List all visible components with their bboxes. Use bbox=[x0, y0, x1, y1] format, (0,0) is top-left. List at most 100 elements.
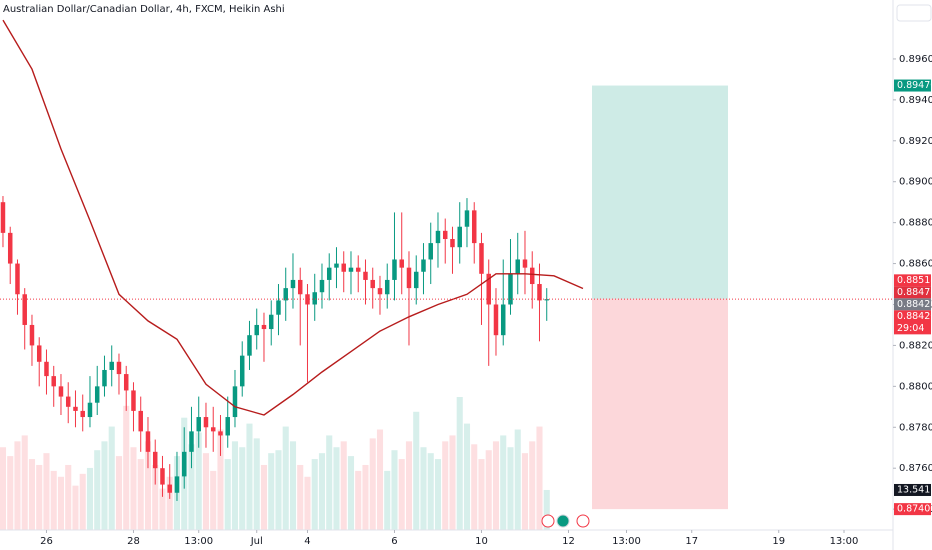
candle-body bbox=[508, 273, 513, 305]
candle-body bbox=[36, 345, 42, 362]
loss-zone bbox=[592, 298, 728, 510]
candle-body bbox=[442, 230, 448, 240]
volume-bar bbox=[137, 459, 144, 530]
candle-body bbox=[247, 335, 252, 356]
candle-body bbox=[51, 376, 56, 387]
volume-bar bbox=[14, 441, 21, 530]
event-icon[interactable] bbox=[541, 514, 555, 528]
volume-bar bbox=[311, 459, 318, 530]
price-badge bbox=[894, 286, 931, 299]
volume-bar bbox=[86, 467, 94, 530]
price-badge bbox=[894, 503, 931, 516]
volume-bar bbox=[340, 441, 347, 530]
candle-body bbox=[413, 271, 419, 289]
volume-bar bbox=[355, 470, 362, 530]
volume-bar bbox=[485, 450, 492, 530]
volume-bar bbox=[224, 459, 231, 530]
x-tick-label: 13:00 bbox=[830, 536, 859, 547]
volume-bar bbox=[239, 447, 246, 530]
event-icon[interactable] bbox=[576, 514, 590, 528]
candle-body bbox=[58, 386, 64, 397]
event-icons[interactable] bbox=[541, 514, 590, 528]
candle-body bbox=[174, 476, 180, 493]
candle-body bbox=[544, 299, 549, 301]
candle-body bbox=[370, 279, 375, 289]
volume-bar bbox=[289, 441, 297, 530]
price-badge-label: 0.88426 bbox=[897, 311, 932, 322]
candle-body bbox=[189, 431, 194, 452]
volume-bar bbox=[130, 447, 137, 530]
volume-bar bbox=[456, 397, 463, 530]
volume-bar bbox=[304, 476, 311, 530]
volume-bar bbox=[57, 476, 65, 530]
candle-body bbox=[0, 202, 6, 233]
volume-bar bbox=[318, 453, 326, 530]
volume-bar bbox=[398, 459, 405, 530]
chart-title: Australian Dollar/Canadian Dollar, 4h, F… bbox=[3, 4, 285, 15]
candle-body bbox=[73, 406, 78, 411]
volume-bar bbox=[442, 441, 449, 530]
candle-body bbox=[384, 279, 390, 295]
volume-bar bbox=[282, 426, 289, 530]
candle-body bbox=[152, 451, 158, 469]
candle-body bbox=[392, 259, 397, 280]
x-tick-label: 13:00 bbox=[184, 536, 213, 547]
candle-body bbox=[450, 239, 455, 248]
candle-body bbox=[131, 390, 136, 411]
candle-body bbox=[297, 279, 303, 295]
candle-body bbox=[7, 232, 13, 264]
position-tool[interactable] bbox=[592, 85, 728, 510]
candle-body bbox=[109, 361, 114, 370]
event-icon[interactable] bbox=[556, 514, 570, 528]
candle-body bbox=[80, 410, 85, 418]
candle-body bbox=[261, 324, 267, 330]
candle-body bbox=[232, 386, 238, 418]
volume-bar bbox=[210, 470, 217, 530]
candle-body bbox=[471, 210, 477, 244]
candle-body bbox=[515, 259, 520, 274]
volume-bar bbox=[260, 464, 268, 530]
volume-bar bbox=[514, 429, 521, 530]
x-tick-label: 13:00 bbox=[612, 536, 641, 547]
axis-settings[interactable] bbox=[896, 4, 932, 22]
candle-body bbox=[268, 314, 274, 330]
volume-bar bbox=[115, 456, 123, 530]
candle-body bbox=[218, 431, 223, 436]
countdown-label: 29:04 bbox=[897, 323, 924, 334]
candle-body bbox=[355, 267, 361, 272]
candle-body bbox=[123, 374, 129, 391]
volume-bar bbox=[7, 456, 14, 530]
volume-bar bbox=[413, 411, 420, 530]
candle-body bbox=[464, 210, 470, 227]
volume-bar bbox=[326, 435, 333, 530]
volume-bar bbox=[188, 444, 195, 530]
candle-body bbox=[116, 361, 122, 375]
volume-bar bbox=[333, 447, 340, 530]
volume-bar bbox=[159, 488, 166, 530]
volume-bar bbox=[471, 444, 478, 530]
volume-badge bbox=[894, 483, 931, 496]
volume-bar bbox=[195, 432, 202, 530]
x-tick-label: 19 bbox=[772, 536, 785, 547]
volume-bar bbox=[347, 456, 355, 530]
candle-body bbox=[428, 243, 433, 260]
volume-bar bbox=[297, 464, 304, 530]
price-pane bbox=[0, 19, 893, 501]
candle-body bbox=[406, 267, 412, 289]
candle-body bbox=[87, 402, 93, 418]
candle-body bbox=[312, 292, 317, 305]
volume-bar bbox=[72, 485, 79, 530]
volume-badge-label: 13.541K bbox=[897, 484, 932, 495]
volume-bar bbox=[36, 464, 43, 530]
candle-body bbox=[181, 451, 187, 477]
candle-body bbox=[254, 324, 259, 336]
candle-body bbox=[326, 267, 332, 280]
candle-body bbox=[22, 294, 27, 325]
x-tick-label: 10 bbox=[475, 536, 488, 547]
